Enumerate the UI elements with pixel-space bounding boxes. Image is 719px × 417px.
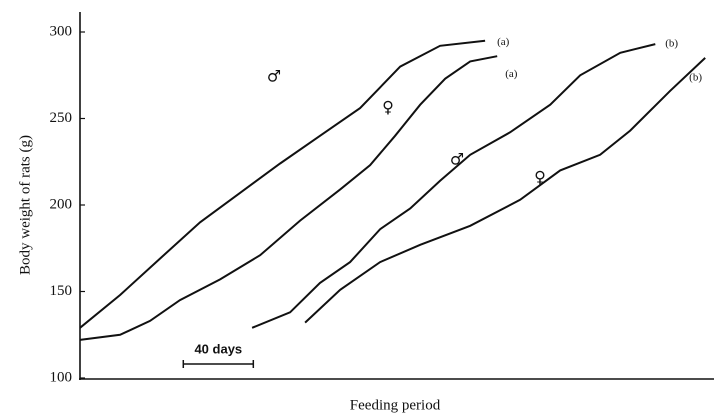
sex-symbol: ♂ [450,150,464,169]
x-axis-label: Feeding period [350,397,441,413]
y-axis-label: Body weight of rats (g) [17,135,33,275]
curve [251,43,656,329]
y-tick-label: 300 [50,23,73,39]
y-tick-label: 200 [50,196,73,212]
curve [304,57,706,324]
curve-label: (a) [505,68,518,80]
sex-symbol: ♂ [267,67,281,86]
y-tick-label: 250 [50,110,73,126]
curve-label: (b) [665,38,678,50]
curve-label: (b) [689,71,702,83]
curve-label: (a) [497,36,510,48]
y-tick-label: 100 [50,369,73,385]
sex-symbol: ♀ [534,168,546,187]
scale-bar-label: 40 days [194,341,242,356]
sex-symbol: ♀ [382,98,394,117]
curve [79,39,486,329]
y-tick-label: 150 [50,283,73,299]
curve [79,55,498,341]
